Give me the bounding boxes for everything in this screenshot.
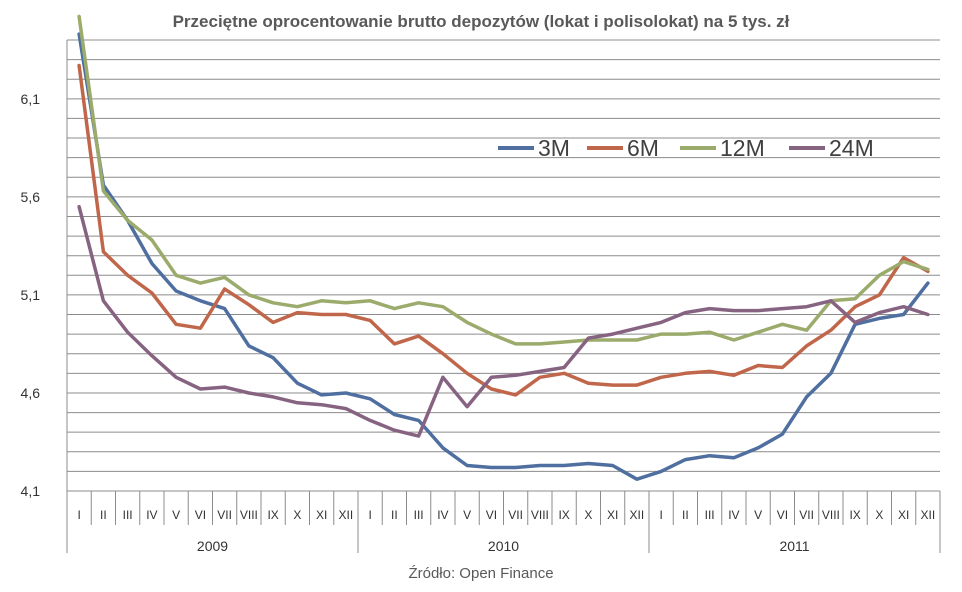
x-month-label: VIII [240, 508, 258, 522]
x-month-label: III [123, 508, 133, 522]
x-month-label: VI [195, 508, 206, 522]
x-month-label: VII [799, 508, 814, 522]
x-month-label: XII [339, 508, 354, 522]
x-month-label: X [875, 508, 883, 522]
x-month-label: III [414, 508, 424, 522]
legend-label-3M: 3M [538, 135, 570, 161]
x-month-label: II [100, 508, 107, 522]
y-tick-label: 6,1 [21, 91, 41, 107]
x-month-label: VII [508, 508, 523, 522]
x-month-label: XI [607, 508, 618, 522]
legend-label-24M: 24M [829, 135, 874, 161]
y-tick-label: 4,6 [21, 385, 41, 401]
gridlines [67, 39, 940, 472]
x-month-label: I [659, 508, 662, 522]
source-note: Źródło: Open Finance [408, 565, 554, 582]
x-year-label: 2009 [197, 538, 228, 554]
x-year-label: 2010 [488, 538, 519, 554]
x-month-label: III [705, 508, 715, 522]
x-month-label: IV [437, 508, 448, 522]
x-month-label: V [463, 508, 471, 522]
series-line-6M [77, 63, 930, 397]
x-month-label: XII [630, 508, 645, 522]
x-month-label: VIII [531, 508, 549, 522]
legend-label-12M: 12M [720, 135, 765, 161]
x-axis-labels: I II III IV V VI VII VIII IX X XI XII I II III IV V VI VII… [77, 508, 935, 554]
x-month-label: X [293, 508, 301, 522]
legend-label-6M: 6M [627, 135, 659, 161]
x-month-label: IX [267, 508, 278, 522]
x-month-label: VII [217, 508, 232, 522]
x-month-label: I [368, 508, 371, 522]
axes [66, 40, 941, 553]
x-month-label: V [754, 508, 762, 522]
x-month-label: II [391, 508, 398, 522]
x-month-label: VI [486, 508, 497, 522]
y-tick-label: 5,6 [21, 189, 41, 205]
x-month-label: XI [898, 508, 909, 522]
y-tick-label: 4,1 [21, 483, 41, 499]
x-month-label: VI [777, 508, 788, 522]
x-month-label: XI [316, 508, 327, 522]
y-axis-ticks: 4,1 4,6 5,1 5,6 6,1 [21, 91, 41, 499]
chart-title: Przeciętne oprocentowanie brutto depozyt… [172, 12, 790, 31]
x-month-label: IV [146, 508, 157, 522]
legend: 3M 6M 12M 24M [498, 135, 874, 161]
x-month-label: VIII [822, 508, 840, 522]
x-month-label: II [682, 508, 689, 522]
series-line-12M [77, 14, 930, 346]
y-tick-label: 5,1 [21, 287, 41, 303]
x-month-label: I [77, 508, 80, 522]
series-line-3M [77, 32, 930, 481]
x-month-label: IV [728, 508, 739, 522]
x-month-label: V [172, 508, 180, 522]
x-month-label: X [584, 508, 592, 522]
series-lines [77, 14, 930, 481]
series-line-24M [77, 204, 930, 438]
x-month-label: IX [849, 508, 860, 522]
x-month-label: IX [558, 508, 569, 522]
x-month-label: XII [921, 508, 936, 522]
x-year-label: 2011 [779, 538, 809, 554]
